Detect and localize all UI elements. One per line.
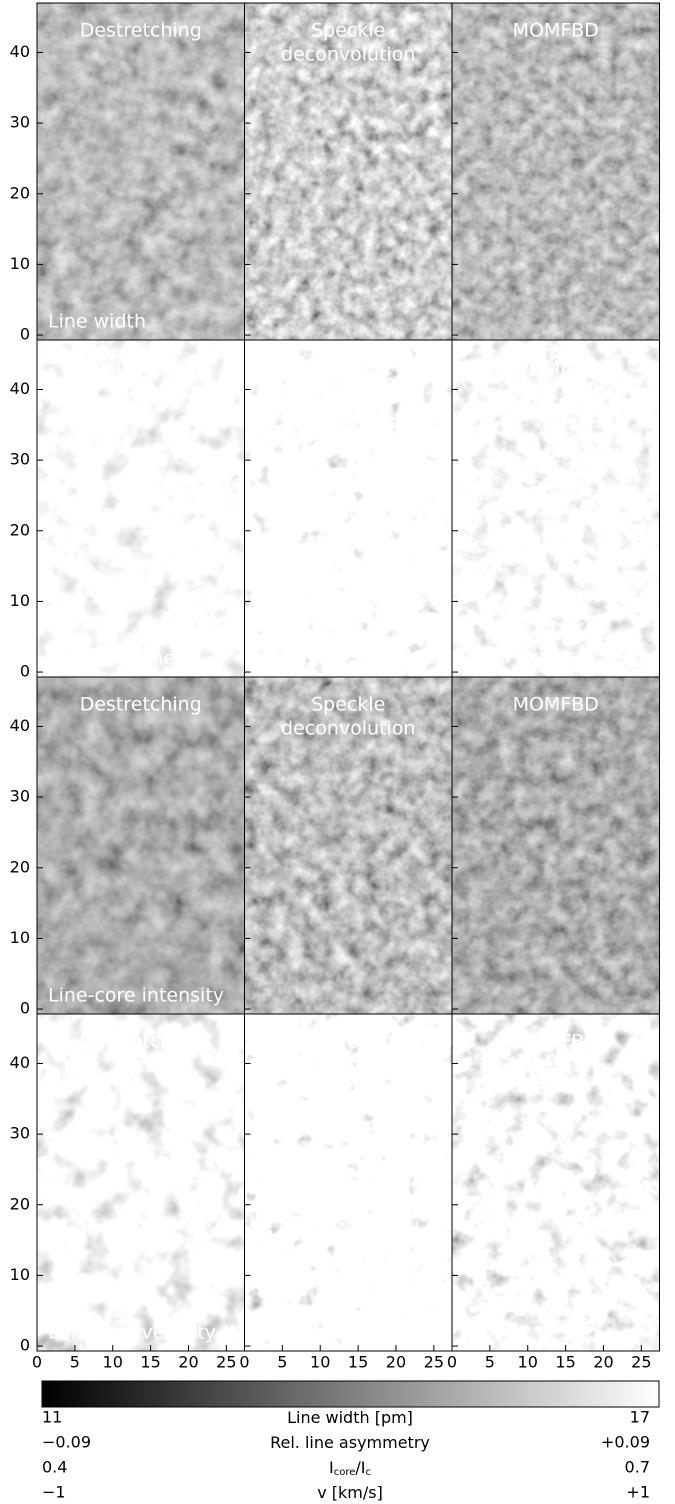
y-tick-label: 0 [20,1336,30,1355]
label-part: Line width [pm] [287,1408,413,1427]
colorbar-label: Icore/Ic [329,1458,371,1479]
column-title: deconvolution [281,381,415,403]
colorbar [42,1381,659,1407]
colorbar-label: Rel. line asymmetry [270,1433,430,1452]
column-title: MOMFBD [513,1031,599,1053]
x-tick-label: 25 [216,1353,236,1372]
colorbar-min: −1 [42,1483,66,1502]
x-tick-label: 5 [277,1353,287,1372]
column-title: Speckle [311,20,385,42]
y-tick-label: 40 [10,379,30,398]
y-tick-label: 30 [10,113,30,132]
column-title: Destretching [80,694,202,716]
y-tick-label: 10 [10,928,30,947]
y-tick-label: 0 [20,999,30,1018]
colorbar-max: +1 [626,1483,650,1502]
x-tick-label: 20 [178,1353,198,1372]
x-tick-label: 25 [424,1353,444,1372]
image-panel [452,1014,660,1351]
y-tick-label: 0 [20,325,30,344]
x-tick-label: 10 [310,1353,330,1372]
label-part: c [366,1467,372,1478]
x-tick-label: 20 [386,1353,406,1372]
image-panel [37,677,245,1014]
image-panel [452,340,660,677]
y-tick-label: 40 [10,716,30,735]
x-tick-label: 10 [518,1353,538,1372]
x-tick-label: 5 [70,1353,80,1372]
column-title: deconvolution [281,44,415,66]
y-tick-label: 20 [10,520,30,539]
column-title: deconvolution [281,718,415,740]
row-label: Line asymmetry [48,648,202,670]
y-tick-label: 40 [10,42,30,61]
x-tick-label: 15 [555,1353,575,1372]
column-title: Speckle [311,694,385,716]
y-tick-label: 40 [10,1053,30,1072]
figure: Destretching010203040Speckledeconvolutio… [0,0,675,1504]
colorbar-max: 17 [630,1408,650,1427]
column-title: Destretching [80,357,202,379]
y-tick-label: 10 [10,254,30,273]
y-tick-label: 30 [10,450,30,469]
row-label: Line width [48,311,146,333]
x-tick-label: 0 [239,1353,249,1372]
column-title: MOMFBD [513,20,599,42]
y-tick-label: 0 [20,662,30,681]
colorbar-max: +0.09 [601,1433,650,1452]
colorbar-min: 0.4 [42,1458,67,1477]
label-part: /I [355,1458,365,1477]
column-title: Destretching [80,20,202,42]
column-title: Speckle [311,1031,385,1053]
image-panel [452,677,660,1014]
x-tick-label: 15 [348,1353,368,1372]
y-tick-label: 30 [10,787,30,806]
colorbar-max: 0.7 [625,1458,650,1477]
x-tick-label: 5 [485,1353,495,1372]
column-title: MOMFBD [513,357,599,379]
y-tick-label: 10 [10,591,30,610]
column-title: Speckle [311,357,385,379]
image-panel [452,3,660,340]
colorbar-label: v [km/s] [317,1483,383,1502]
y-tick-label: 20 [10,1194,30,1213]
colorbar-min: −0.09 [42,1433,91,1452]
label-part: Rel. line asymmetry [270,1433,430,1452]
x-tick-label: 20 [593,1353,613,1372]
y-tick-label: 20 [10,183,30,202]
y-tick-label: 20 [10,857,30,876]
x-tick-label: 0 [447,1353,457,1372]
colorbar-min: 11 [42,1408,62,1427]
label-part: v [km/s] [317,1483,383,1502]
x-tick-label: 15 [140,1353,160,1372]
x-tick-label: 25 [631,1353,651,1372]
y-tick-label: 30 [10,1124,30,1143]
colorbar-label: Line width [pm] [287,1408,413,1427]
column-title: Destretching [80,1031,202,1053]
y-tick-label: 10 [10,1265,30,1284]
row-label: Line-core velocity [48,1322,216,1344]
image-panel [37,3,245,340]
x-tick-label: 10 [103,1353,123,1372]
row-label: Line-core intensity [48,985,224,1007]
x-tick-label: 0 [32,1353,42,1372]
label-part: core [334,1467,356,1478]
image-panel [37,340,245,677]
column-title: MOMFBD [513,694,599,716]
column-title: deconvolution [281,1055,415,1077]
image-panel [37,1014,245,1351]
